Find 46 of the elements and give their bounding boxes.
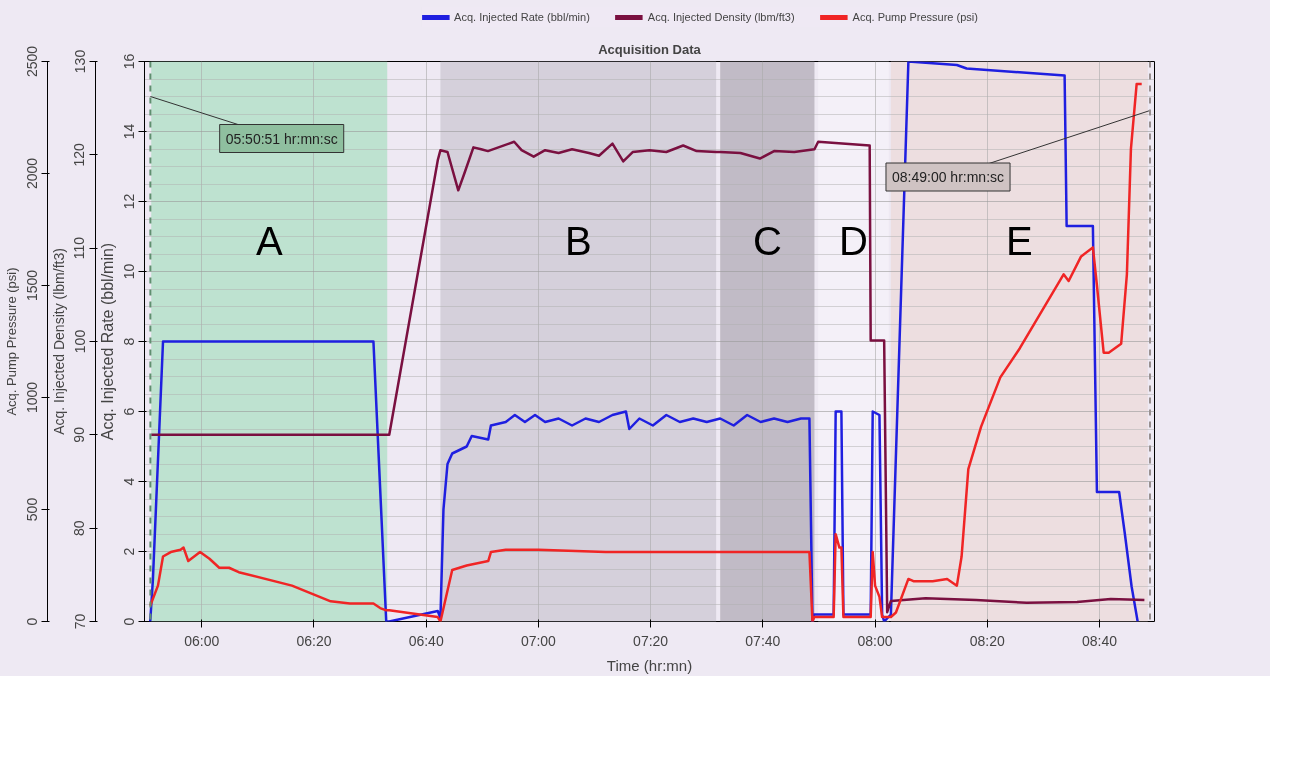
y3-tick-label: 2000 [23,157,40,190]
y3-tick-label: 1000 [23,381,40,414]
legend-label: Acq. Injected Rate (bbl/min) [454,11,590,23]
y-tick-label: 16 [120,53,137,70]
y2-tick-label: 70 [71,613,88,630]
band-label: B [564,218,592,263]
x-tick-label: 06:40 [408,632,444,649]
x-tick-label: 07:00 [520,632,557,649]
y3-tick-label: 2500 [23,45,40,78]
y-tick-label: 6 [120,407,137,416]
y-tick-label: 0 [120,617,137,626]
y2-tick-label: 120 [71,142,88,167]
x-tick-label: 08:40 [1081,632,1118,649]
legend-label: Acq. Injected Density (lbm/ft3) [647,11,795,23]
x-axis-title: Time (hr:mn) [606,656,693,674]
y2-tick-label: 110 [71,236,88,260]
y3-axis-title: Acq. Pump Pressure (psi) [3,267,19,416]
y2-tick-label: 90 [71,426,88,443]
y2-tick-label: 100 [71,329,88,354]
y-tick-label: 8 [120,337,137,346]
y-tick-label: 14 [120,123,137,140]
y2-tick-label: 80 [71,520,88,536]
y3-tick-label: 500 [23,497,40,522]
y-tick-label: 2 [120,547,137,556]
chart-title: Acquisition Data [598,41,702,57]
band-label: A [255,218,283,263]
band-label: C [752,218,782,263]
y3-tick-label: 1500 [23,269,40,302]
y-axis-title: Acq. Injected Rate (bbl/min) [98,242,116,441]
y-tick-label: 4 [120,477,137,486]
y3-tick-label: 0 [23,617,40,626]
y-tick-label: 10 [120,263,137,280]
band-label: E [1005,218,1033,263]
annotation: 05:50:51 hr:mn:sc [225,130,338,147]
x-tick-label: 06:00 [184,632,220,649]
x-tick-label: 08:00 [857,632,893,649]
y2-tick-label: 130 [71,49,88,74]
x-tick-label: 08:20 [969,632,1006,649]
legend-label: Acq. Pump Pressure (psi) [852,11,978,23]
annotation: 08:49:00 hr:mn:sc [891,169,1005,185]
x-tick-label: 07:20 [633,632,669,649]
x-tick-label: 07:40 [745,632,781,649]
y2-axis-title: Acq. Injected Density (lbm/ft3) [50,248,67,435]
x-tick-label: 06:20 [296,632,332,649]
y-tick-label: 12 [120,193,137,210]
band-label: D [839,218,868,263]
